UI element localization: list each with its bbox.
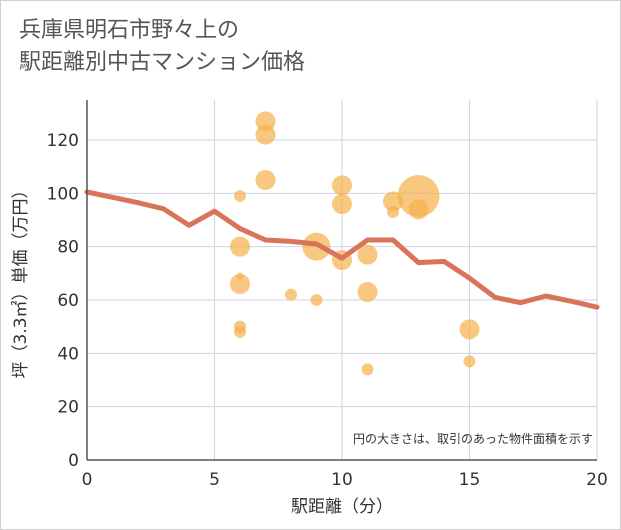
bubble-point [234,190,246,202]
y-axis-label: 坪（3.3㎡）単価（万円） [11,181,31,378]
x-tick-label: 15 [459,470,481,490]
chart-title-line-1: 兵庫県明石市野々上の [19,18,240,43]
bubble-point [285,288,297,301]
bubble-point [310,294,323,306]
chart-title: 兵庫県明石市野々上の 駅距離別中古マンション価格 [19,15,305,79]
average-line-series [84,189,600,310]
y-tick-label: 0 [68,451,79,471]
x-tick-label: 0 [82,470,93,490]
y-tick-label: 120 [47,131,79,151]
y-tick-label: 80 [57,238,79,258]
x-tick-label: 5 [209,470,220,490]
bubble-point [234,326,246,338]
bubble-point [255,170,276,190]
y-tick-label: 60 [57,291,79,311]
x-tick-label: 20 [586,470,608,490]
bubble-point [397,175,440,217]
bubble-series [230,111,480,376]
bubble-point [357,282,378,302]
x-axis-label: 駅距離（分） [291,497,393,517]
bubble-point [463,355,476,368]
bubble-size-note: 円の大きさは、取引のあった物件面積を示す [353,431,593,446]
bubble-point [361,363,374,376]
bubble-point [255,124,276,145]
bubble-point [459,319,480,340]
bubble-point [332,194,352,214]
y-tick-label: 20 [57,398,79,418]
axes: 0 20 40 60 80 100 120 0 5 10 15 20 [47,100,608,490]
bubble-point [357,244,378,265]
average-line [84,189,600,310]
y-tick-label: 100 [47,184,79,204]
bubble-point [236,272,244,280]
bubble-point [332,175,352,196]
chart-title-line-2: 駅距離別中古マンション価格 [19,50,306,75]
y-tick-label: 40 [57,344,79,364]
x-tick-label: 10 [331,470,353,490]
bubble-point [408,199,429,220]
grid [87,100,598,460]
bubble-point [387,206,399,218]
bubble-point [230,274,250,294]
bubble-point [230,236,250,257]
